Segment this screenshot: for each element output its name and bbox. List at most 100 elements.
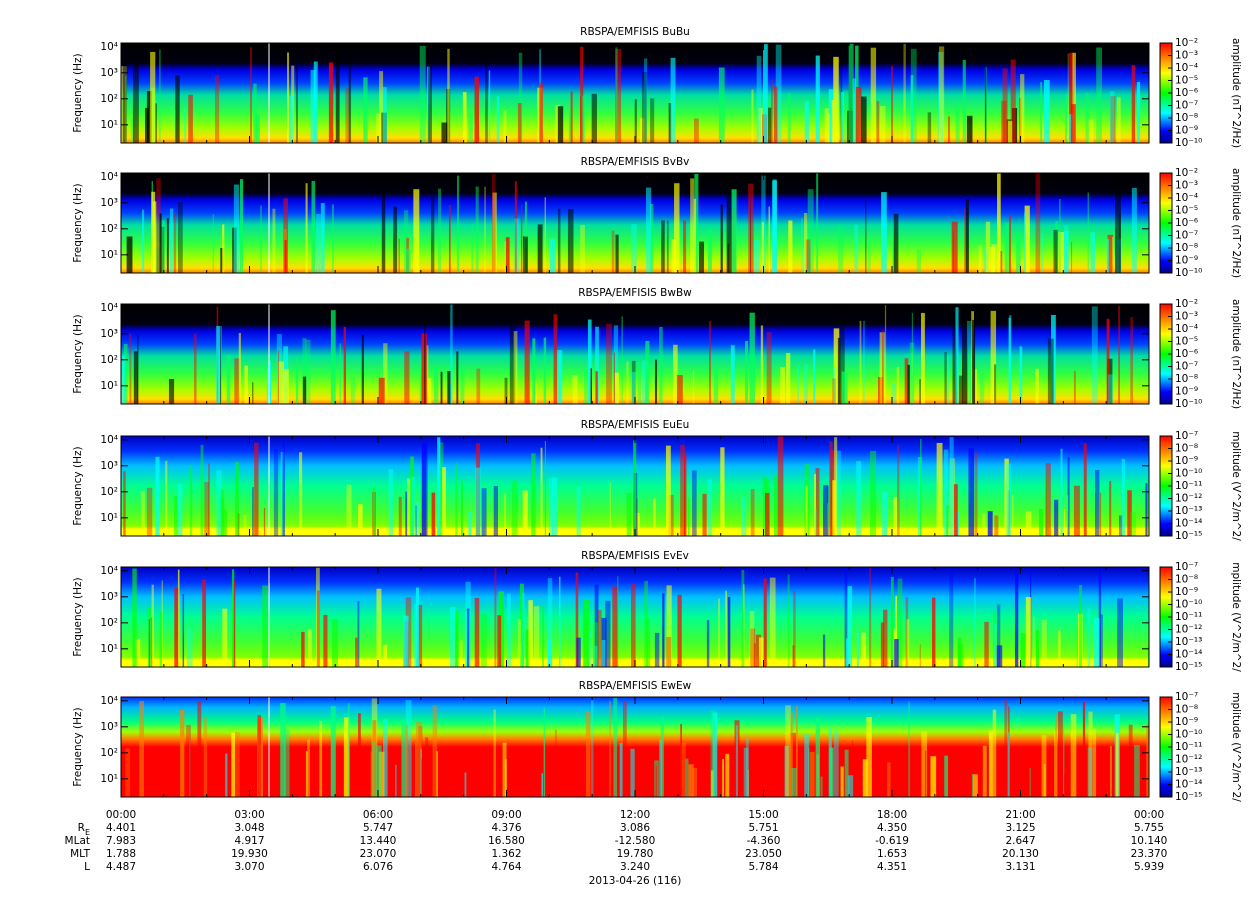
colorbar-tick-label: 10⁻¹⁰ <box>1175 729 1202 741</box>
spectrogram-streak <box>235 462 239 536</box>
spectrogram-streak <box>692 371 695 404</box>
spectrogram-streak <box>1002 68 1008 143</box>
spectrogram-streak <box>815 717 820 797</box>
spectrogram-streak <box>557 208 561 273</box>
spectrogram-streak <box>488 70 491 143</box>
spectrogram-streak <box>887 762 891 797</box>
spectrogram-streak <box>238 333 241 404</box>
spectrogram-streak <box>844 749 849 797</box>
spectrogram-streak <box>585 711 591 797</box>
spectrogram-streak <box>433 365 439 404</box>
x-tick-label: 06:00 <box>363 809 393 821</box>
spectrogram-streak <box>1059 198 1061 273</box>
spectrogram-streak <box>859 320 862 404</box>
spectrogram-streak <box>531 453 536 536</box>
spectrogram-streak <box>668 494 674 536</box>
spectrogram-streak <box>907 364 910 404</box>
spectrogram-streak <box>204 481 210 536</box>
spectrogram-streak <box>613 325 619 404</box>
spectrogram-streak <box>1067 53 1069 143</box>
colorbar-tick-label: 10⁻¹⁴ <box>1175 649 1202 661</box>
spectrogram-streak <box>532 338 536 404</box>
spectrogram-streak <box>519 583 524 667</box>
spectrogram-streak <box>122 747 125 797</box>
spectrogram-streak <box>804 101 809 143</box>
spectrogram-streak <box>688 764 694 797</box>
spectrogram-streak <box>642 360 648 404</box>
spectrogram-streak <box>441 122 448 143</box>
spectrogram-streak <box>713 365 719 404</box>
spectrogram-streak <box>987 511 993 536</box>
spectrogram-streak <box>910 48 917 143</box>
spectrogram-streak <box>615 47 618 143</box>
spectrogram-streak <box>1096 47 1102 143</box>
spectrogram-streak <box>645 340 650 404</box>
spectrogram-streak <box>633 440 637 536</box>
spectrogram-streak <box>166 218 169 273</box>
spectrogram-streak <box>1033 772 1036 797</box>
y-axis-label: Frequency (Hz) <box>72 577 84 656</box>
spectrogram-streak <box>949 571 954 667</box>
spectrogram-streak <box>1024 212 1026 273</box>
colorbar-tick-label: 10⁻³ <box>1175 180 1198 192</box>
spectrogram-streak <box>416 502 421 536</box>
spectrogram-streak <box>927 112 932 143</box>
spectrogram-streak <box>587 319 592 404</box>
spectrogram-streak <box>630 583 636 667</box>
spectrogram-streak <box>982 513 986 536</box>
spectrogram-streak <box>222 608 228 667</box>
spectrogram-streak <box>919 644 921 667</box>
spectrogram-streak <box>521 592 525 667</box>
spectrogram <box>121 436 1149 536</box>
spectrogram-streak <box>415 721 422 797</box>
spectrogram-streak <box>418 726 423 797</box>
spectrogram-streak <box>159 611 163 667</box>
spectrogram-streak <box>361 334 364 404</box>
spectrogram-streak <box>879 332 885 404</box>
colorbar-tick-label: 10⁻¹² <box>1175 754 1202 766</box>
spectrogram-streak <box>468 113 473 143</box>
spectrogram-streak <box>208 463 210 536</box>
spectrogram-streak <box>777 436 784 536</box>
spectrogram-streak <box>646 187 652 273</box>
ephemeris-value: 7.983 <box>106 835 136 847</box>
spectrogram-streak <box>1007 121 1013 143</box>
spectrogram-streak <box>305 183 308 273</box>
spectrogram-streak <box>123 343 128 404</box>
spectrogram-streak <box>1003 100 1006 143</box>
spectrogram-streak <box>720 447 725 536</box>
spectrogram-streak <box>398 496 402 536</box>
spectrogram-streak <box>855 86 862 143</box>
spectrogram-streak <box>1069 52 1075 143</box>
ephemeris-value: 3.240 <box>620 861 650 873</box>
colorbar-tick-label: 10⁻⁹ <box>1175 386 1198 398</box>
spectrogram-streak <box>456 175 460 273</box>
ephemeris-label: L <box>84 861 90 873</box>
spectrogram-streak <box>775 44 782 143</box>
spectrogram-streak <box>1116 97 1121 143</box>
y-tick-label: 10⁴ <box>100 171 118 183</box>
colorbar-tick-label: 10⁻¹⁵ <box>1175 791 1202 803</box>
spectrogram-streak <box>707 479 713 536</box>
spectrogram-streak <box>1039 508 1043 536</box>
spectrogram-streak <box>419 513 422 536</box>
spectrogram-streak <box>979 372 985 404</box>
spectrogram-streak <box>856 631 859 667</box>
spectrogram-streak <box>419 362 422 404</box>
spectrogram-streak <box>863 320 865 404</box>
spectrogram-streak <box>955 103 960 143</box>
spectrogram-streak <box>189 464 193 536</box>
spectrogram-streak <box>272 208 276 273</box>
spectrogram-streak <box>311 181 316 273</box>
ephemeris-value: 4.764 <box>491 861 521 873</box>
spectrogram-streak <box>690 178 695 273</box>
spectrogram-streak <box>474 598 480 667</box>
colorbar-tick-label: 10⁻⁹ <box>1175 255 1198 267</box>
spectrogram-streak <box>371 698 378 797</box>
colorbar-tick-label: 10⁻¹¹ <box>1175 741 1202 753</box>
ephemeris-value: 1.362 <box>491 848 521 860</box>
spectrogram-streak <box>793 591 796 667</box>
spectrogram-streak <box>1106 238 1109 273</box>
colorbar-tick-label: 10⁻⁸ <box>1175 242 1198 254</box>
ephemeris-value: 4.487 <box>106 861 136 873</box>
